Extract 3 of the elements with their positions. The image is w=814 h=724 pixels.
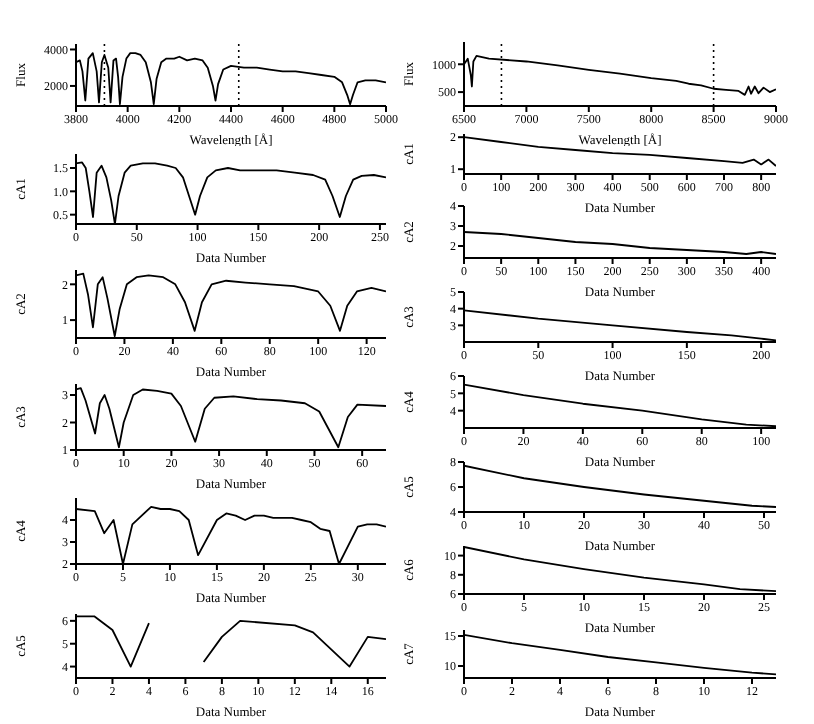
line-series bbox=[76, 272, 386, 338]
line-series bbox=[76, 505, 386, 564]
line-series bbox=[76, 387, 386, 449]
